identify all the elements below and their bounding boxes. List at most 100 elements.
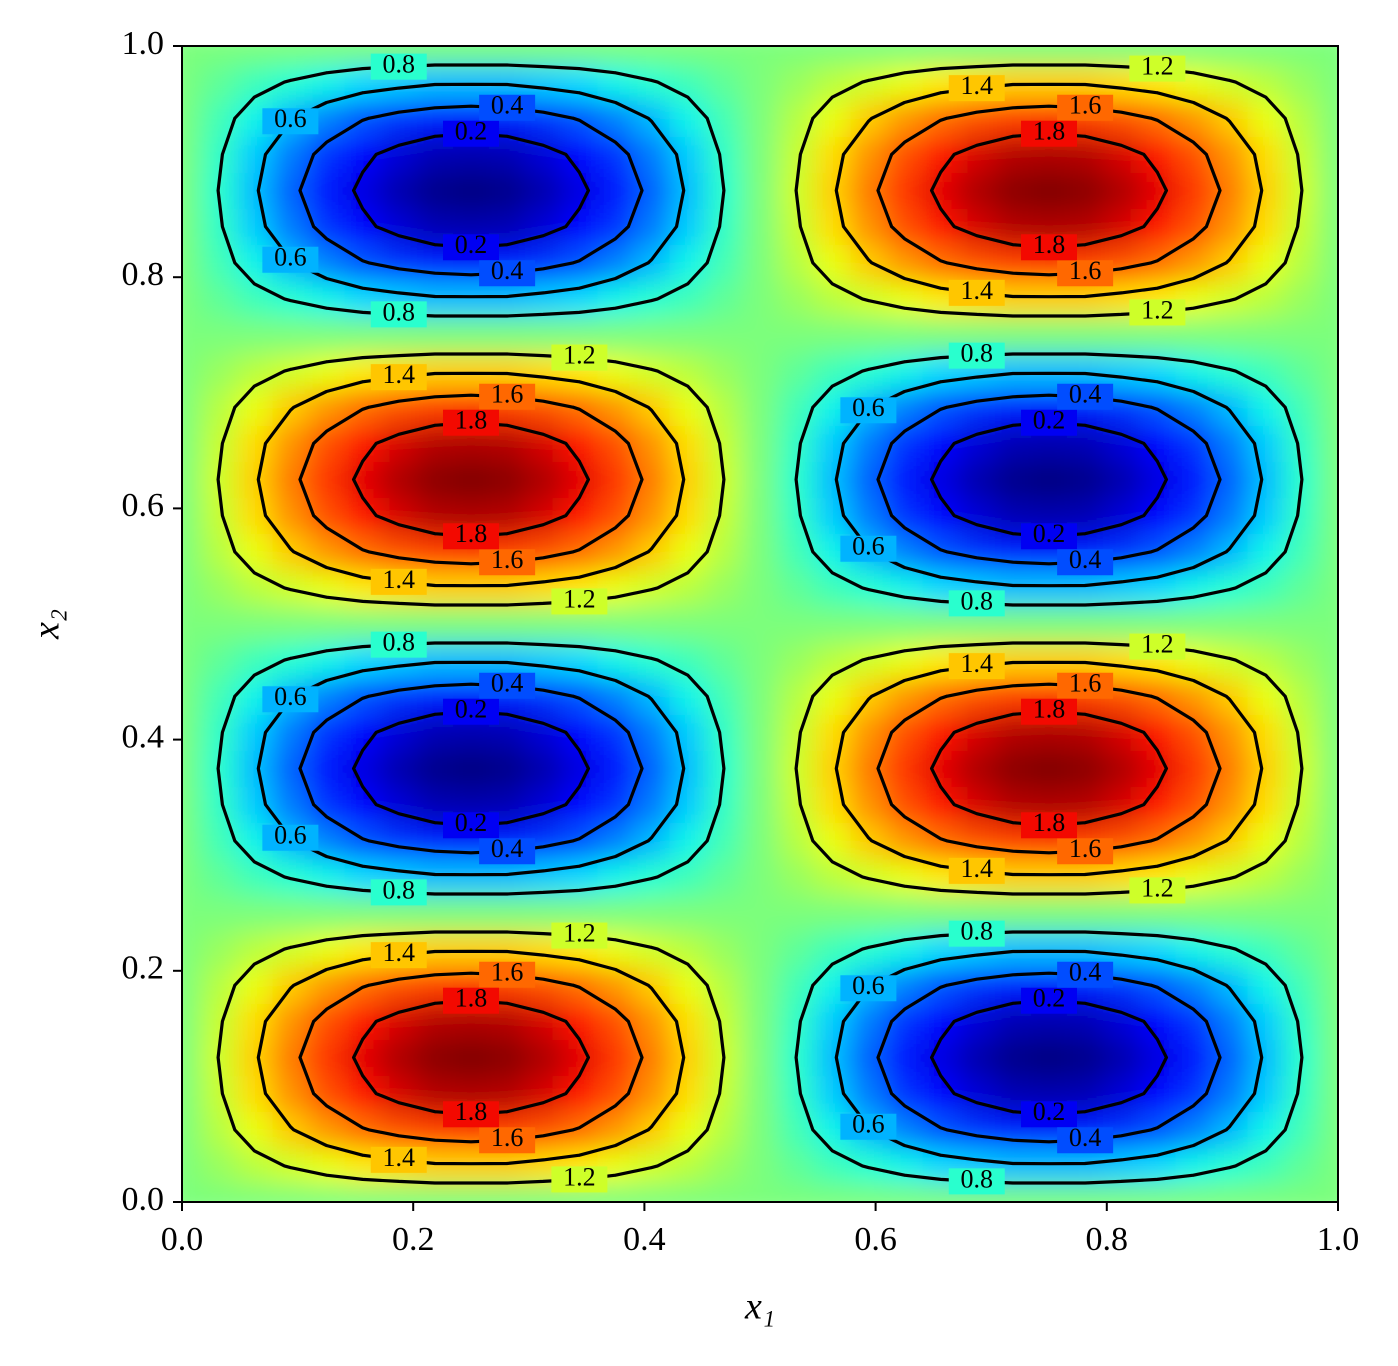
heat-cell xyxy=(489,64,526,101)
heat-cell xyxy=(272,642,309,679)
heat-cell xyxy=(416,750,454,788)
heat-cell xyxy=(489,172,526,210)
heat-cell xyxy=(1175,353,1213,390)
heat-cell xyxy=(669,894,707,932)
heat-cell xyxy=(1211,100,1249,137)
heat-cell xyxy=(1175,461,1213,499)
heat-cell xyxy=(1030,858,1068,896)
heat-cell xyxy=(272,353,309,390)
heat-cell xyxy=(1283,605,1321,643)
heat-cell xyxy=(741,1075,779,1113)
heat-cell xyxy=(669,569,707,607)
contour-label-bg xyxy=(1057,1127,1114,1154)
heat-cell xyxy=(380,244,418,282)
heat-cell xyxy=(308,172,346,210)
heat-cell xyxy=(1247,316,1285,354)
heat-cell xyxy=(1211,1111,1249,1149)
heat-cell xyxy=(597,461,635,499)
contour-label-bg xyxy=(948,857,1005,884)
heat-cell xyxy=(1175,172,1213,210)
contour-label-bg xyxy=(443,987,499,1014)
heat-cell xyxy=(452,642,490,679)
heat-cell xyxy=(633,353,671,390)
heat-cell xyxy=(1067,1183,1104,1202)
contour-label-bg xyxy=(948,590,1005,617)
heat-cell xyxy=(416,1183,454,1202)
heat-cell xyxy=(886,172,924,210)
heat-cell xyxy=(308,967,346,1004)
contour-label-bg xyxy=(840,1113,897,1140)
heat-cell xyxy=(236,858,273,896)
contour-label-bg xyxy=(1021,234,1077,261)
heat-cell xyxy=(182,46,201,65)
heat-cell xyxy=(669,1147,707,1185)
heat-cell xyxy=(705,1183,743,1202)
contour-label: 0.8 xyxy=(383,297,416,326)
contour-label-bg xyxy=(948,1168,1005,1195)
x-tick-label: 0.8 xyxy=(1086,1221,1129,1258)
heat-cell xyxy=(525,280,562,318)
heat-cell xyxy=(741,822,779,860)
heat-cell xyxy=(272,208,309,246)
heat-cell xyxy=(886,750,924,788)
heat-cell xyxy=(886,1183,924,1202)
heat-cell xyxy=(182,244,201,282)
heat-cell xyxy=(272,64,309,101)
heat-cell xyxy=(1067,353,1104,390)
heat-cell xyxy=(380,750,418,788)
heat-cell xyxy=(344,100,382,137)
heat-cell xyxy=(922,100,960,137)
contour-label: 1.4 xyxy=(383,1143,416,1172)
heat-cell xyxy=(669,533,707,571)
heat-cell xyxy=(1319,858,1338,896)
heat-cell xyxy=(814,461,851,499)
heat-cell xyxy=(200,569,237,607)
heat-cell xyxy=(778,1075,815,1113)
heat-cell xyxy=(1175,569,1213,607)
heat-cell xyxy=(1175,533,1213,571)
contour-label: 1.2 xyxy=(1141,52,1174,81)
heat-cell xyxy=(200,1183,237,1202)
heat-cell xyxy=(344,750,382,788)
contour-label-bg xyxy=(1129,55,1186,82)
heat-cell xyxy=(1283,1147,1321,1185)
heat-cell xyxy=(1030,353,1068,390)
heat-cell xyxy=(705,46,743,65)
heat-cell xyxy=(994,1039,1032,1077)
heat-cell xyxy=(236,1111,273,1149)
heat-cell xyxy=(452,46,490,65)
heat-cell xyxy=(182,1111,201,1149)
heat-cell xyxy=(182,605,201,643)
heat-cell xyxy=(236,64,273,101)
heat-cell xyxy=(1247,931,1285,968)
heat-cell xyxy=(778,714,815,751)
heat-cell xyxy=(850,208,887,246)
heat-cell xyxy=(489,461,526,499)
heat-cell xyxy=(1030,605,1068,643)
heat-cell xyxy=(705,353,743,390)
heat-cell xyxy=(814,316,851,354)
heat-cell xyxy=(1175,931,1213,968)
heat-cell xyxy=(1247,1039,1285,1077)
heat-cell xyxy=(272,316,309,354)
heat-cell xyxy=(200,1075,237,1113)
heat-cell xyxy=(850,1183,887,1202)
heat-cell xyxy=(814,605,851,643)
heat-cell xyxy=(669,46,707,65)
heat-cell xyxy=(1030,64,1068,101)
heat-cell xyxy=(886,1039,924,1077)
heat-cell xyxy=(1283,1183,1321,1202)
heat-cell xyxy=(778,280,815,318)
contour-label-bg xyxy=(1021,812,1077,839)
heat-cell xyxy=(1030,461,1068,499)
heat-cell xyxy=(489,642,526,679)
heat-cell xyxy=(633,208,671,246)
heat-cell xyxy=(1211,461,1249,499)
heat-cell xyxy=(1067,1039,1104,1077)
heat-cell xyxy=(850,425,887,462)
heat-cell xyxy=(1247,858,1285,896)
heat-cell xyxy=(1067,280,1104,318)
heat-cell xyxy=(236,642,273,679)
heat-cell xyxy=(1067,894,1104,932)
heat-cell xyxy=(1283,1075,1321,1113)
